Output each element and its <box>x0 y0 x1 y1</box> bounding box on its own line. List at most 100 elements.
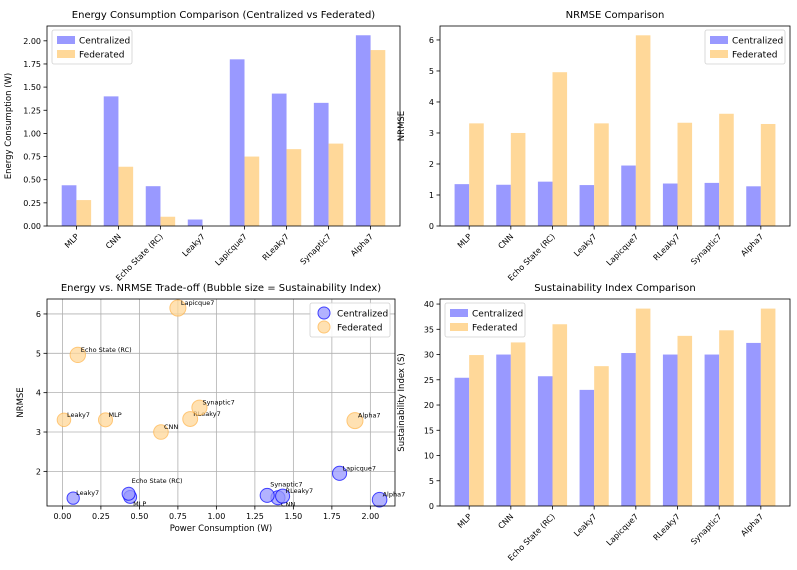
plot-frame <box>46 298 396 507</box>
bubble-label-centralized-cnn: CNN <box>281 501 295 509</box>
bar-centralized-leaky7 <box>579 185 595 226</box>
y-tick-label: 6 <box>36 310 41 319</box>
bubble-label-federated-leaky7: Leaky7 <box>67 411 90 419</box>
bubble-label-centralized-alpha7: Alpha7 <box>383 491 406 499</box>
bar-federated-cnn <box>510 132 526 226</box>
legend-swatch-federated <box>57 50 75 58</box>
bubble-federated-synaptic7 <box>191 399 208 416</box>
bar-federated-leaky7 <box>594 366 609 506</box>
y-tick-label: 4 <box>429 98 434 107</box>
bar-centralized-synaptic7 <box>704 182 720 226</box>
x-tick-label: 1.75 <box>323 512 341 521</box>
bubble-federated-mlp <box>98 412 114 428</box>
y-tick-label: 5 <box>36 349 41 358</box>
y-tick-label: 2.00 <box>23 37 41 46</box>
y-axis-label: NRMSE <box>16 387 26 417</box>
y-tick-label: 1.00 <box>23 129 41 138</box>
bar-federated-alpha7 <box>760 123 776 226</box>
bubble-label-centralized-echo-state-rc-: Echo State (RC) <box>132 477 183 485</box>
bar-centralized-mlp <box>454 377 470 506</box>
bubble-label-federated-mlp: MLP <box>109 411 122 419</box>
bar-centralized-echo-state-rc- <box>145 186 161 226</box>
bubble-label-federated-echo-state-rc-: Echo State (RC) <box>81 346 132 354</box>
bubble-federated-alpha7 <box>346 412 364 430</box>
x-tick-label: 1.50 <box>284 512 302 521</box>
legend-label-centralized: Centralized <box>79 37 130 47</box>
bar-federated-mlp <box>469 123 484 226</box>
bar-centralized-lapicque7 <box>229 59 245 227</box>
bar-federated-synaptic7 <box>328 143 344 226</box>
bubble-label-centralized-leaky7: Leaky7 <box>76 489 99 497</box>
y-tick-label: 30 <box>424 351 434 360</box>
bar-centralized-mlp <box>454 184 470 226</box>
legend-swatch-centralized <box>317 306 331 320</box>
plot-frame <box>46 25 401 227</box>
legend-label-centralized: Centralized <box>732 37 783 47</box>
chart-title: Sustainability Index Comparison <box>534 283 695 294</box>
bar-federated-lapicque7 <box>244 156 260 226</box>
bar-centralized-cnn <box>496 184 511 226</box>
bar-centralized-alpha7 <box>355 35 371 226</box>
bar-centralized-synaptic7 <box>704 354 720 506</box>
y-axis-label: Sustainability Index (S) <box>397 353 407 451</box>
legend-label-federated: Federated <box>732 51 777 61</box>
y-tick-label: 0.75 <box>23 153 41 162</box>
y-tick-label: 0 <box>429 222 434 231</box>
y-tick-label: 0.50 <box>23 176 41 185</box>
bar-federated-echo-state-rc- <box>160 216 176 226</box>
bar-centralized-rleaky7 <box>271 93 287 226</box>
bubble-federated-leaky7 <box>56 412 72 428</box>
bar-centralized-mlp <box>61 185 77 226</box>
y-tick-label: 4 <box>36 389 41 398</box>
bubble-federated-cnn <box>153 424 169 440</box>
y-tick-label: 15 <box>424 426 434 435</box>
bubble-label-federated-alpha7: Alpha7 <box>358 412 381 420</box>
bar-centralized-alpha7 <box>746 186 761 226</box>
plot-frame <box>439 298 791 507</box>
y-tick-label: 35 <box>424 325 434 334</box>
y-tick-label: 2 <box>36 467 41 476</box>
y-axis-label: NRMSE <box>397 111 407 141</box>
bar-federated-cnn <box>510 342 526 506</box>
x-tick-label: 1.25 <box>246 512 264 521</box>
x-tick-label: 0.25 <box>92 512 110 521</box>
y-tick-label: 2 <box>429 160 434 169</box>
bar-federated-leaky7 <box>594 123 609 226</box>
bar-centralized-cnn <box>496 354 511 506</box>
legend-swatch-centralized <box>57 36 75 44</box>
legend-label-centralized: Centralized <box>337 310 388 320</box>
x-tick-label: 2.00 <box>361 512 379 521</box>
bubble-label-federated-synaptic7: Synaptic7 <box>202 399 234 407</box>
y-tick-label: 1.75 <box>23 60 41 69</box>
bar-federated-lapicque7 <box>635 308 651 506</box>
y-tick-label: 0.00 <box>23 222 41 231</box>
bar-federated-cnn <box>118 166 134 226</box>
bar-centralized-echo-state-rc- <box>537 181 553 226</box>
y-tick-label: 5 <box>429 67 434 76</box>
bubble-centralized-leaky7 <box>66 491 80 505</box>
y-tick-label: 10 <box>424 452 434 461</box>
chart-title: NRMSE Comparison <box>566 10 665 21</box>
x-tick-label: 0.00 <box>53 512 71 521</box>
y-tick-label: 25 <box>424 376 434 385</box>
bubble-centralized-alpha7 <box>371 491 388 508</box>
bubble-label-centralized-lapicque7: Lapicque7 <box>343 464 377 472</box>
bubble-label-centralized-synaptic7: Synaptic7 <box>270 480 302 488</box>
bar-federated-rleaky7 <box>677 335 693 506</box>
bubble-federated-lapicque7 <box>169 299 187 317</box>
bar-centralized-alpha7 <box>746 342 761 506</box>
bar-centralized-lapicque7 <box>621 353 636 506</box>
bar-federated-rleaky7 <box>677 122 693 226</box>
y-tick-label: 1 <box>429 191 434 200</box>
x-tick-label: 1.00 <box>207 512 225 521</box>
y-tick-label: 0.25 <box>23 199 41 208</box>
bar-federated-alpha7 <box>760 308 776 506</box>
bar-federated-synaptic7 <box>719 113 734 226</box>
legend-label-centralized: Centralized <box>472 310 523 320</box>
bar-federated-rleaky7 <box>286 149 302 226</box>
y-tick-label: 40 <box>424 300 434 309</box>
y-tick-label: 20 <box>424 401 434 410</box>
bar-centralized-leaky7 <box>187 219 203 226</box>
chart-title: Energy Consumption Comparison (Centraliz… <box>72 10 375 21</box>
bar-centralized-synaptic7 <box>313 102 329 226</box>
